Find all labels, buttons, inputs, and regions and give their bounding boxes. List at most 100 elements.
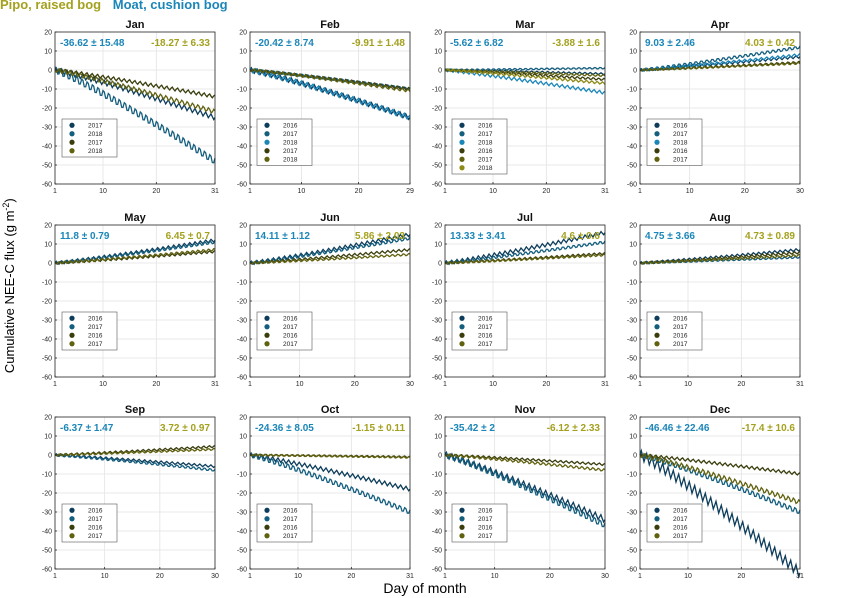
y-tick-label: 10 [44,242,52,249]
x-tick-label: 20 [156,573,164,580]
legend-entry-label: 2016 [88,316,103,323]
x-tick-label: 10 [489,381,497,388]
legend-marker [69,139,75,145]
y-tick-label: -10 [627,472,637,479]
y-tick-label: 10 [44,49,52,56]
panel-title: Oct [321,404,340,416]
series-line-moat-2016 [639,448,801,579]
legend-marker [264,516,270,522]
y-tick-label: -20 [42,491,52,498]
legend-marker [654,516,660,522]
x-tick-label: 20 [737,573,745,580]
pipo-stat-label: 4.03 ± 0.42 [745,38,795,49]
y-tick-label: -40 [432,144,442,151]
moat-stat-label: 4.75 ± 3.66 [645,231,695,242]
y-tick-label: -10 [42,280,52,287]
x-tick-label: 20 [542,381,550,388]
x-tick-label: 20 [542,188,550,195]
y-tick-label: -20 [627,106,637,113]
legend-entry-label: 2017 [88,140,103,147]
y-tick-label: -30 [627,125,637,132]
legend-marker [264,524,270,530]
panel-jan: 1 10 20 31 20 10 0 -10 -20 -30 -40 -50 -60 Jan-36.62 … [42,19,219,195]
legend-marker [264,315,270,321]
series-line-moat-2017 [54,240,216,265]
x-tick-label: 20 [737,381,745,388]
legend-entry-label: 2016 [478,508,493,515]
y-tick-label: -20 [627,491,637,498]
moat-stat-label: -24.36 ± 8.05 [255,423,314,434]
y-tick-label: -20 [432,491,442,498]
pipo-stat-label: -3.88 ± 1.6 [552,38,600,49]
x-tick-label: 20 [355,188,363,195]
y-axis-label-sup: -2 [0,202,11,211]
y-tick-label: -20 [42,106,52,113]
legend-marker [459,315,465,321]
series-line-pipo-2018 [54,67,216,114]
y-axis-label-unit: (g m [2,210,18,237]
y-tick-label: 20 [434,223,442,230]
y-tick-label: 20 [239,223,247,230]
x-tick-label: 20 [152,188,160,195]
legend-entry-label: 2017 [283,131,298,138]
legend-marker [654,131,660,137]
y-tick-label: 0 [438,68,442,75]
y-tick-label: -60 [432,375,442,382]
x-tick-label: 31 [601,381,609,388]
moat-stat-label: 13.33 ± 3.41 [450,231,506,242]
legend-entry-label: 2017 [478,157,493,164]
legend-entry-label: 2017 [673,533,688,540]
legend-marker [69,507,75,513]
series-line-moat-2018 [639,53,801,72]
legend-moat-label: Moat, cushion bog [112,0,228,12]
legend-marker [264,332,270,338]
series-line-pipo-2016 [639,250,801,265]
panel-nov: 1 10 20 30 20 10 0 -10 -20 -30 -40 -50 -60 Nov -35.42 … [432,404,609,580]
y-tick-label: 10 [239,242,247,249]
y-tick-label: 10 [434,49,442,56]
pipo-stat-label: 5.86 ± 2.03 [355,231,405,242]
legend-entry-label: 2017 [478,324,493,331]
legend-marker [459,516,465,522]
series-line-moat-2016 [249,452,411,492]
y-tick-label: -20 [432,106,442,113]
x-tick-label: 20 [741,188,749,195]
legend-marker [459,139,465,145]
legend-marker [459,165,465,171]
x-tick-label: 31 [601,188,609,195]
legend-marker [654,341,660,347]
y-tick-label: -20 [237,491,247,498]
legend-entry-label: 2017 [478,516,493,523]
x-tick-label: 31 [211,381,219,388]
legend-marker [264,324,270,330]
y-tick-label: -50 [432,356,442,363]
legend-marker [264,139,270,145]
legend-entry-label: 2016 [673,123,688,130]
legend-entry-label: 2018 [283,157,298,164]
legend-marker [69,524,75,530]
legend-entry-label: 2016 [478,148,493,155]
legend-entry-label: 2016 [283,316,298,323]
legend-entry-label: 2016 [673,148,688,155]
pipo-stat-label: -18.27 ± 6.33 [151,38,210,49]
x-tick-label: 1 [53,188,57,195]
y-tick-label: -50 [237,548,247,555]
x-tick-label: 1 [53,381,57,388]
x-tick-label: 30 [601,573,609,580]
panel-may: 1 10 20 31 20 10 0 -10 -20 -30 -40 -50 -60 May 11.8 ± … [42,212,219,388]
x-tick-label: 1 [443,573,447,580]
x-tick-label: 10 [99,381,107,388]
legend-entry-label: 2017 [478,341,493,348]
panel-dec: 1 10 20 31 20 10 0 -10 -20 -30 -40 -50 -60 Dec-46.46 … [627,404,804,580]
legend-marker [654,122,660,128]
x-tick-label: 10 [684,573,692,580]
y-tick-label: -40 [42,529,52,536]
legend-marker [264,341,270,347]
y-tick-label: -50 [42,356,52,363]
moat-stat-label: -36.62 ± 15.48 [60,38,125,49]
legend-entry-label: 2017 [478,533,493,540]
pipo-stat-label: -17.4 ± 10.6 [742,423,796,434]
y-tick-label: -50 [432,548,442,555]
series-line-moat-2017 [444,66,606,72]
legend-marker [459,324,465,330]
